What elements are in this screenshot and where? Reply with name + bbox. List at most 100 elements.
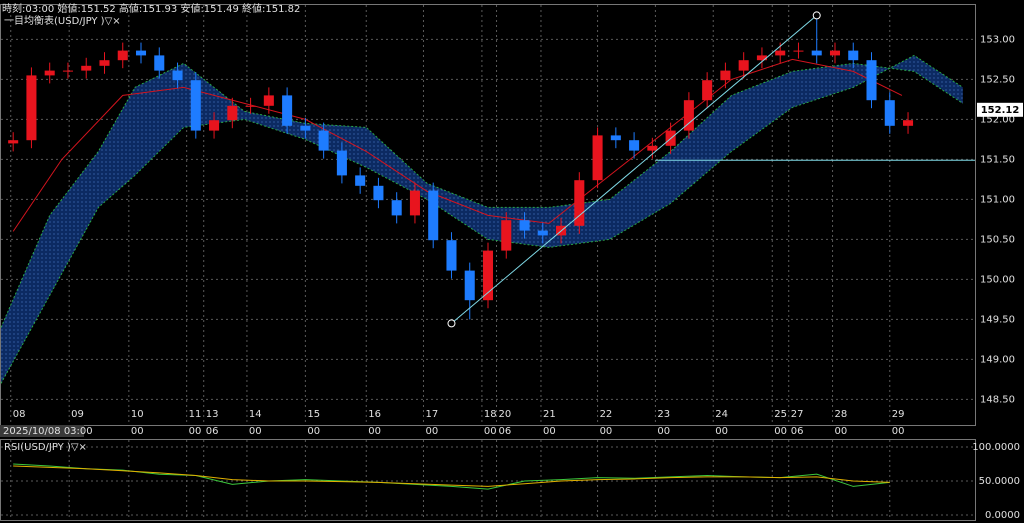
x-tick-time: 00 — [425, 426, 438, 437]
y-tick-label: 100.0000 — [972, 442, 1020, 453]
candle-body — [81, 65, 92, 71]
candle-body — [610, 135, 621, 141]
rsi-title: RSI(USD/JPY )▽× — [4, 442, 87, 453]
x-tick-label: 15 — [307, 409, 320, 420]
candle-body — [409, 190, 420, 216]
cloud-span-b — [0, 54, 964, 384]
candle-body — [884, 100, 895, 126]
candle-body — [592, 135, 603, 181]
candle-body — [702, 80, 713, 101]
x-tick-label: 18 — [484, 409, 497, 420]
candle-body — [647, 145, 658, 151]
indicator-title: 一目均衡表(USD/JPY )▽× — [4, 14, 121, 27]
cursor-date: 2025/10/08 03:00 — [3, 426, 93, 437]
candle-body — [172, 70, 183, 81]
candle-body — [282, 95, 293, 126]
candle-body — [866, 60, 877, 101]
x-tick-time: 00 — [307, 426, 320, 437]
candle-body — [775, 50, 786, 56]
candle-body — [373, 185, 384, 201]
candle-body — [154, 55, 165, 71]
main-frame — [0, 4, 976, 426]
x-tick-label: 10 — [131, 409, 144, 420]
x-tick-label: 14 — [249, 409, 262, 420]
cloud-fill — [1, 55, 963, 384]
y-tick-label: 149.50 — [980, 314, 1015, 325]
x-tick-label: 20 — [499, 409, 512, 420]
candle-body — [227, 105, 238, 121]
candle-body — [209, 120, 220, 131]
candle-body — [428, 190, 439, 241]
trendline-handle — [447, 319, 456, 328]
x-tick-time: 00 — [892, 426, 905, 437]
y-tick-label: 152.00 — [980, 114, 1015, 125]
candle-body — [574, 180, 585, 226]
candle-body — [8, 140, 19, 144]
x-tick-label: 29 — [892, 409, 905, 420]
candle-body — [519, 220, 530, 231]
candle-body — [26, 75, 37, 141]
rsi-line — [13, 465, 890, 487]
candle-body — [263, 95, 274, 106]
x-tick-label: 23 — [657, 409, 670, 420]
candle-body — [482, 250, 494, 301]
x-tick-time: 00 — [657, 426, 670, 437]
y-tick-label: 153.00 — [980, 34, 1015, 45]
x-tick-time: 00 — [600, 426, 613, 437]
y-tick-label: 152.50 — [980, 74, 1015, 85]
trendline-handle — [812, 11, 821, 20]
y-tick-label: 151.50 — [980, 154, 1015, 165]
candle-body — [811, 50, 822, 56]
cloud-span-a — [0, 62, 964, 328]
x-tick-time: 00 — [715, 426, 728, 437]
cursor-date-box — [0, 425, 84, 437]
x-tick-label: 16 — [368, 409, 381, 420]
candle-body — [135, 50, 147, 56]
x-tick-time: 00 — [774, 426, 787, 437]
trendline — [451, 15, 818, 324]
ohlc-info: 時刻:03:00 始値:151.52 高値:151.93 安値:151.49 終… — [2, 2, 300, 15]
x-tick-label: 24 — [715, 409, 728, 420]
x-tick-label: 09 — [71, 409, 84, 420]
y-tick-label: 150.00 — [980, 274, 1015, 285]
x-tick-time: 06 — [499, 426, 512, 437]
indicator-line — [12, 58, 903, 232]
x-tick-label: 17 — [425, 409, 438, 420]
candle-body — [829, 50, 841, 56]
candle-body — [300, 125, 311, 131]
candle-body — [336, 150, 347, 176]
candle-body — [903, 120, 914, 126]
x-tick-time: 00 — [484, 426, 497, 437]
last-price: 152.12 — [981, 105, 1020, 116]
candle-body — [756, 55, 767, 61]
x-tick-time: 00 — [543, 426, 556, 437]
candle-body — [99, 60, 110, 66]
x-tick-time: 00 — [835, 426, 848, 437]
candle-body — [245, 105, 256, 107]
candle-body — [501, 220, 512, 251]
candle-body — [44, 70, 55, 76]
x-tick-time: 00 — [368, 426, 381, 437]
x-tick-label: 27 — [791, 409, 804, 420]
candle-body — [629, 140, 640, 151]
candle-body — [117, 50, 128, 61]
y-tick-label: 148.50 — [980, 394, 1015, 405]
candle-body — [683, 100, 694, 131]
x-tick-label: 08 — [13, 409, 26, 420]
x-tick-label: 21 — [543, 409, 556, 420]
candle-body — [848, 50, 859, 61]
y-tick-label: 150.50 — [980, 234, 1015, 245]
candle-body — [62, 70, 73, 72]
last-price-box — [977, 102, 1023, 117]
x-tick-time: 00 — [131, 426, 144, 437]
x-tick-label: 13 — [206, 409, 219, 420]
rsi-frame — [0, 439, 976, 521]
y-tick-label: 149.00 — [980, 354, 1015, 365]
candle-body — [190, 80, 201, 131]
candle-body — [738, 60, 749, 71]
x-tick-label: 25 — [774, 409, 787, 420]
x-tick-label: 11 — [189, 409, 202, 420]
x-tick-time: 00 — [189, 426, 202, 437]
x-tick-time: 06 — [791, 426, 804, 437]
